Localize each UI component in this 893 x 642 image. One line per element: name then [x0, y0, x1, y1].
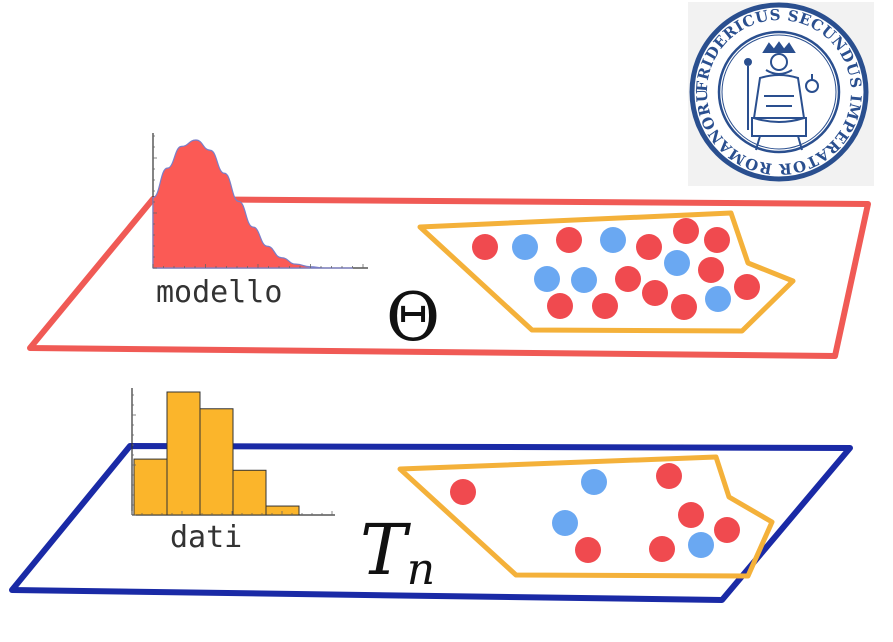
red-point: [714, 517, 740, 543]
model-label: modello: [156, 275, 282, 310]
theta-symbol: Θ: [386, 279, 440, 356]
histogram-bar: [265, 505, 300, 516]
histogram-bar: [199, 408, 234, 516]
blue-point: [534, 266, 560, 292]
red-point: [673, 218, 699, 244]
model-space-plane: [27, 196, 871, 359]
red-point: [671, 294, 697, 320]
red-point: [636, 234, 662, 260]
blue-point: [688, 532, 714, 558]
red-point: [547, 293, 573, 319]
university-seal-icon: FRIDERICUS SECUNDUS IMPERATOR ROMANORUM …: [0, 0, 874, 186]
blue-point: [552, 510, 578, 536]
red-point: [575, 537, 601, 563]
blue-point: [664, 250, 690, 276]
tn-symbol: Tn: [360, 509, 435, 595]
data-histogram-chart: [131, 388, 335, 516]
blue-point: [512, 234, 538, 260]
model-density-chart: [152, 133, 368, 269]
histogram-bar: [166, 391, 201, 516]
red-point: [734, 274, 760, 300]
red-point: [472, 234, 498, 260]
red-point: [649, 536, 675, 562]
sample-points: [450, 463, 740, 563]
blue-point: [600, 227, 626, 253]
red-point: [642, 280, 668, 306]
blue-point: [571, 267, 597, 293]
red-point: [450, 479, 476, 505]
red-point: [704, 227, 730, 253]
sample-region: [397, 454, 775, 579]
data-space-plane: [9, 443, 853, 603]
model-density-area: [152, 139, 353, 269]
red-point: [656, 463, 682, 489]
histogram-bar: [133, 458, 168, 516]
red-point: [556, 227, 582, 253]
histogram-bar: [232, 469, 267, 516]
data-label: dati: [170, 520, 242, 555]
blue-point: [705, 286, 731, 312]
red-point: [615, 266, 641, 292]
seated-emperor-icon: [744, 41, 819, 151]
blue-point: [581, 469, 607, 495]
red-point: [678, 502, 704, 528]
parameter-region: [417, 210, 796, 334]
red-point: [698, 257, 724, 283]
parameter-points: [472, 218, 760, 320]
red-point: [592, 293, 618, 319]
